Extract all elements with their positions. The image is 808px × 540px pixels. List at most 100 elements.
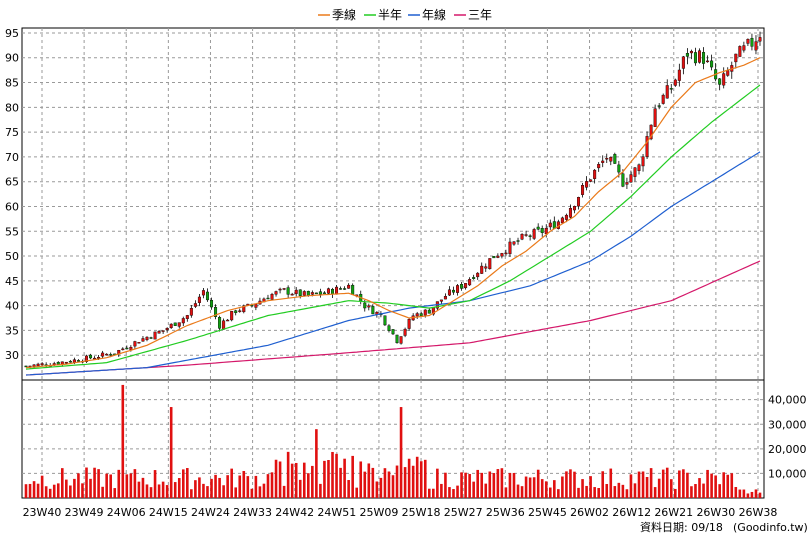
volume-bar <box>266 474 270 498</box>
candle-body <box>476 272 480 278</box>
volume-bar <box>270 472 274 498</box>
candle-body <box>572 205 576 211</box>
volume-bar <box>706 469 709 498</box>
candle-body <box>129 346 133 350</box>
x-tick-label: 26W12 <box>612 506 651 519</box>
volume-bar <box>274 459 278 498</box>
volume-bar <box>97 469 100 498</box>
candle-body <box>153 331 157 340</box>
volume-bar <box>347 480 350 498</box>
volume-bar <box>355 487 359 498</box>
volume-bar <box>464 472 467 498</box>
volume-bar <box>181 469 185 498</box>
price-tick-label: 75 <box>5 126 19 139</box>
volume-bar <box>258 486 262 498</box>
volume-bar <box>432 488 435 498</box>
volume-bar <box>476 469 479 498</box>
moving-averages <box>25 57 761 376</box>
volume-bar <box>32 481 36 498</box>
volume-bar <box>242 471 246 498</box>
candle-body <box>464 283 468 289</box>
volume-bar <box>315 429 318 498</box>
x-tick-label: 25W36 <box>486 506 525 519</box>
volume-bar <box>758 492 762 498</box>
volume-bar <box>617 482 621 498</box>
volume-bar <box>319 483 322 498</box>
price-tick-label: 35 <box>5 324 19 337</box>
candle-body <box>121 348 125 351</box>
volume-bar <box>516 484 520 498</box>
volume-bar <box>173 482 177 498</box>
candle-body <box>653 108 657 127</box>
candle-body <box>89 354 93 359</box>
volume-bar <box>714 475 717 498</box>
candle-body <box>718 78 722 85</box>
volume-bar <box>44 486 48 498</box>
candle-body <box>109 354 113 356</box>
volume-bar <box>73 478 76 498</box>
volume-bar <box>653 487 657 498</box>
volume-bar <box>565 471 568 498</box>
volume-bar <box>452 489 455 498</box>
volume-bar <box>222 485 225 498</box>
candle-body <box>706 60 710 63</box>
candle-body <box>532 229 536 239</box>
volume-bar <box>60 468 64 498</box>
candle-body <box>601 160 605 163</box>
volume-bar <box>359 461 363 498</box>
candle-body <box>415 313 419 317</box>
candle-body <box>318 291 322 295</box>
candle-body <box>641 156 645 167</box>
candle-body <box>552 221 556 229</box>
candle-body <box>254 304 258 308</box>
candle-body <box>274 291 278 295</box>
volume-bar <box>601 471 605 498</box>
candle-body <box>726 70 730 76</box>
volume-bar <box>93 467 96 498</box>
candle-body <box>314 292 318 295</box>
volume-bar <box>157 484 161 498</box>
ma-year-line <box>25 151 761 376</box>
candle-body <box>645 136 649 157</box>
volume-bar <box>282 485 286 498</box>
volume-bar <box>585 485 588 498</box>
candle-body <box>169 323 173 329</box>
x-tick-label: 24W06 <box>107 506 146 519</box>
candle-body <box>504 252 508 255</box>
x-tick-label: 26W21 <box>654 506 693 519</box>
volume-bar <box>165 485 169 498</box>
candle-body <box>149 337 153 339</box>
volume-bar <box>121 384 125 498</box>
candle-body <box>621 173 625 187</box>
candle-body <box>536 226 540 230</box>
volume-bar <box>625 489 629 498</box>
volume-bar <box>125 474 129 498</box>
x-tick-label: 26W30 <box>696 506 735 519</box>
candle-body <box>189 308 193 316</box>
candle-body <box>472 277 476 279</box>
x-tick-label: 24W51 <box>317 506 356 519</box>
candle-body <box>290 293 294 296</box>
volume-bar <box>427 488 431 498</box>
volume-bar <box>335 453 338 498</box>
volume-bar <box>339 467 342 498</box>
volume-bar <box>633 483 637 498</box>
candle-body <box>710 60 714 68</box>
candle-body <box>193 303 197 307</box>
candle-body <box>544 227 548 234</box>
volume-bar <box>343 458 346 498</box>
candle-body <box>266 297 270 300</box>
candle-body <box>496 255 500 258</box>
volume-bar <box>198 477 201 498</box>
volume-bar <box>415 456 419 498</box>
volume-bar <box>468 473 471 498</box>
volume-bar <box>682 469 685 498</box>
candle-body <box>201 290 205 296</box>
volume-bar <box>532 477 536 498</box>
candle-body <box>480 265 484 274</box>
candle-body <box>306 290 310 296</box>
volume-bar <box>738 489 742 498</box>
volume-bar <box>407 458 411 498</box>
volume-bar <box>311 465 314 498</box>
